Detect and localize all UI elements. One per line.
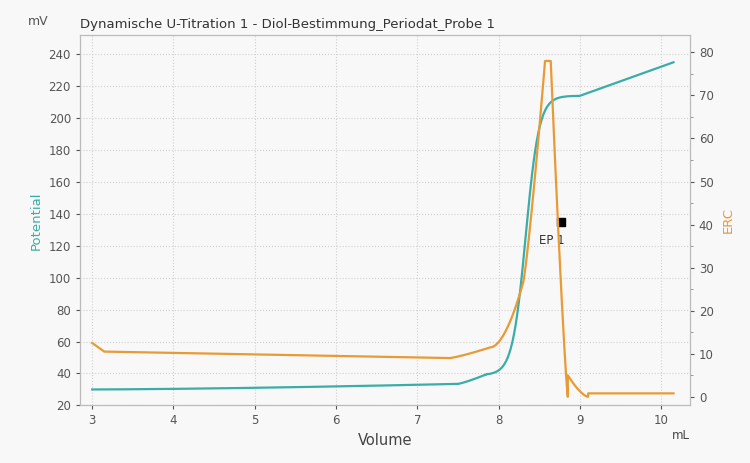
X-axis label: Volume: Volume	[358, 433, 412, 448]
Y-axis label: ERC: ERC	[722, 207, 735, 233]
Text: EP 1: EP 1	[538, 234, 564, 247]
Text: mL: mL	[672, 430, 690, 443]
Text: mV: mV	[28, 15, 49, 28]
Y-axis label: Potential: Potential	[30, 191, 43, 250]
Text: Dynamische U-Titration 1 - Diol-Bestimmung_Periodat_Probe 1: Dynamische U-Titration 1 - Diol-Bestimmu…	[80, 18, 495, 31]
